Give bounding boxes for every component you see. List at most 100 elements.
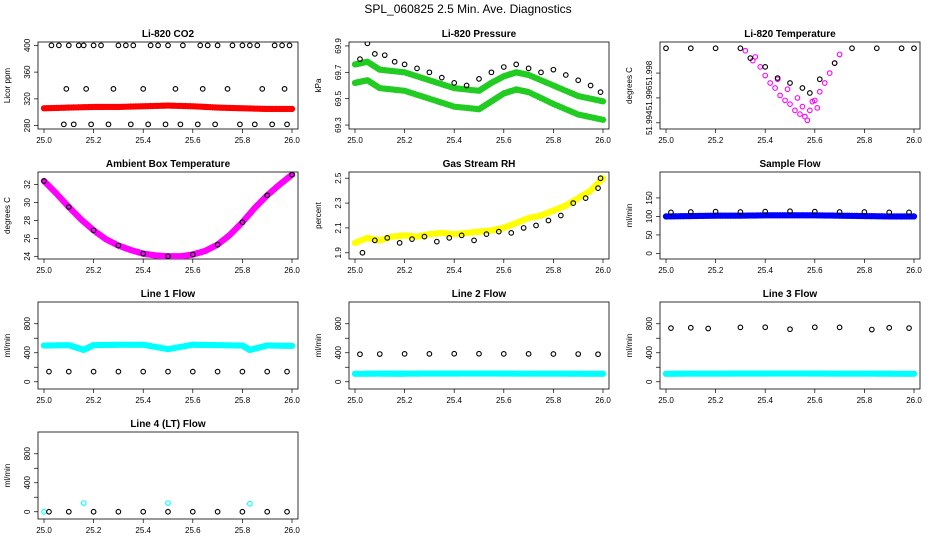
data-point-raw [239, 42, 246, 49]
y-tick-label: 400 [23, 346, 32, 360]
chart-title: Li-820 Pressure [442, 29, 517, 40]
data-point-average [458, 232, 465, 239]
data-point-average [115, 508, 122, 515]
data-point-raw [122, 42, 129, 49]
data-point-average [787, 326, 793, 333]
data-point-average [533, 222, 539, 229]
data-point-raw [224, 85, 231, 92]
x-tick-label: 25.0 [36, 136, 52, 145]
data-point-raw [599, 370, 607, 377]
data-point-average [816, 76, 823, 83]
x-tick-label: 25.4 [446, 266, 462, 275]
panel-temperature: Li-820 Temperature degrees C 25.0 25.2 25.4 2… [625, 29, 922, 145]
chart-title: Line 4 (LT) Flow [130, 419, 206, 430]
data-point-raw [792, 107, 798, 114]
data-point-raw [212, 121, 218, 128]
panel-ambient: Ambient Box Temperature degrees C 25.0 25.2… [3, 159, 300, 275]
panel-line4: Line 4 (LT) Flow ml/min 25.0 25.2 25.4 25.6 25… [3, 419, 300, 535]
data-point-average [463, 82, 470, 89]
x-tick-label: 25.4 [757, 136, 773, 145]
y-tick-label: 800 [23, 447, 32, 461]
plot-area [351, 42, 607, 123]
data-point-raw [782, 97, 788, 104]
y-axis-label: ml/min [625, 334, 634, 358]
data-point-average [582, 195, 589, 201]
x-tick-label: 25.6 [807, 396, 823, 405]
data-point-raw [804, 117, 811, 124]
data-point-average [831, 60, 838, 66]
y-tick-label: 400 [645, 346, 654, 360]
y-tick-label: 400 [334, 346, 343, 360]
x-tick-label: 25.4 [135, 526, 151, 535]
chart-title: Li-820 CO2 [142, 29, 195, 40]
data-point-average [495, 228, 502, 235]
y-tick-label: 280 [23, 118, 32, 132]
x-tick-label: 25.8 [857, 136, 873, 145]
data-point-average [289, 172, 295, 178]
x-tick-label: 25.8 [857, 266, 873, 275]
data-point-average [165, 368, 171, 375]
y-tick-label: 51.994 [645, 110, 654, 135]
y-tick-label: 0 [645, 251, 654, 256]
data-point-average [849, 45, 855, 52]
data-point-raw [254, 42, 261, 49]
chart-title: Line 3 Flow [763, 289, 818, 300]
data-point-raw [767, 80, 774, 86]
data-point-raw [140, 85, 147, 92]
data-point-raw [246, 42, 253, 49]
data-point-raw [806, 107, 813, 114]
data-point-average [476, 350, 482, 357]
data-point-average [762, 324, 769, 331]
data-point-average [364, 42, 371, 47]
data-point-average [140, 508, 147, 515]
data-point-average [737, 209, 744, 215]
data-point-average [575, 351, 582, 357]
plot-area [351, 350, 607, 377]
data-point-average [668, 209, 674, 216]
data-point-average [65, 368, 72, 375]
data-point-average [115, 368, 122, 375]
y-tick-label: 51.996 [645, 85, 654, 110]
data-point-raw [910, 370, 918, 377]
data-point-raw [180, 42, 186, 49]
x-tick-label: 26.0 [595, 266, 611, 275]
data-point-average [886, 209, 893, 216]
x-tick-label: 25.6 [496, 396, 512, 405]
data-point-average [41, 178, 47, 184]
y-tick-label: 1.9 [334, 247, 343, 259]
data-point-average [451, 80, 458, 86]
data-point-average [550, 66, 557, 73]
plot-frame [37, 301, 299, 390]
chart-title: Li-820 Temperature [744, 29, 836, 40]
x-tick-label: 25.4 [135, 136, 151, 145]
plot-area [662, 208, 918, 220]
data-point-average [520, 225, 527, 231]
x-tick-label: 26.0 [906, 396, 922, 405]
data-point-raw [772, 85, 778, 91]
data-point-average [595, 351, 601, 358]
x-tick-label: 25.2 [86, 526, 102, 535]
data-point-raw [794, 95, 801, 101]
plot-frame [348, 171, 610, 260]
y-tick-label: 400 [23, 38, 32, 52]
data-point-average [774, 75, 781, 81]
data-point-raw [70, 121, 77, 128]
x-tick-label: 26.0 [284, 526, 300, 535]
plot-frame [659, 171, 921, 260]
chart-title: Gas Stream RH [443, 159, 516, 170]
x-tick-label: 26.0 [284, 396, 300, 405]
data-point-average [575, 77, 582, 84]
x-tick-label: 25.8 [235, 136, 251, 145]
y-axis-label: kPa [314, 78, 323, 92]
data-point-average [284, 508, 290, 515]
y-tick-label: 30 [23, 197, 32, 206]
data-point-raw [127, 121, 134, 128]
data-point-average [762, 64, 769, 70]
x-tick-label: 25.2 [397, 136, 413, 145]
data-point-average [401, 61, 408, 68]
panel-co2: Li-820 CO2 Licor ppm 25.0 25.2 25.4 25.6 25.8 2… [3, 29, 300, 145]
x-tick-label: 26.0 [595, 136, 611, 145]
data-point-raw [271, 42, 278, 49]
data-point-average [438, 74, 445, 81]
y-tick-label: 69.9 [334, 38, 343, 54]
